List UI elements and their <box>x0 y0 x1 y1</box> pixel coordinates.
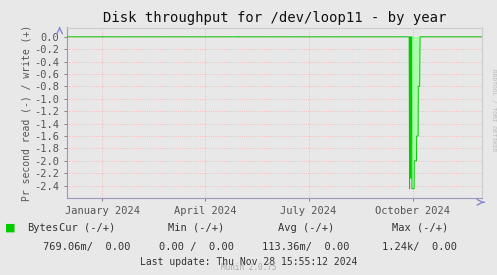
Text: 0.00 /  0.00: 0.00 / 0.00 <box>159 242 234 252</box>
Text: Max (-/+): Max (-/+) <box>392 223 448 233</box>
Text: Avg (-/+): Avg (-/+) <box>277 223 334 233</box>
Y-axis label: Pr second read (-) / write (+): Pr second read (-) / write (+) <box>22 25 32 201</box>
Text: 769.06m/  0.00: 769.06m/ 0.00 <box>43 242 131 252</box>
Text: Cur (-/+): Cur (-/+) <box>59 223 115 233</box>
Text: Munin 2.0.75: Munin 2.0.75 <box>221 263 276 272</box>
Title: Disk throughput for /dev/loop11 - by year: Disk throughput for /dev/loop11 - by yea… <box>103 11 446 25</box>
Text: Min (-/+): Min (-/+) <box>168 223 225 233</box>
Text: Bytes: Bytes <box>27 223 59 233</box>
Text: RRDTOOL / TOBI OETIKER: RRDTOOL / TOBI OETIKER <box>491 69 496 151</box>
Text: 1.24k/  0.00: 1.24k/ 0.00 <box>383 242 457 252</box>
Text: Last update: Thu Nov 28 15:55:12 2024: Last update: Thu Nov 28 15:55:12 2024 <box>140 257 357 267</box>
Text: 113.36m/  0.00: 113.36m/ 0.00 <box>262 242 349 252</box>
Text: ■: ■ <box>5 223 15 233</box>
